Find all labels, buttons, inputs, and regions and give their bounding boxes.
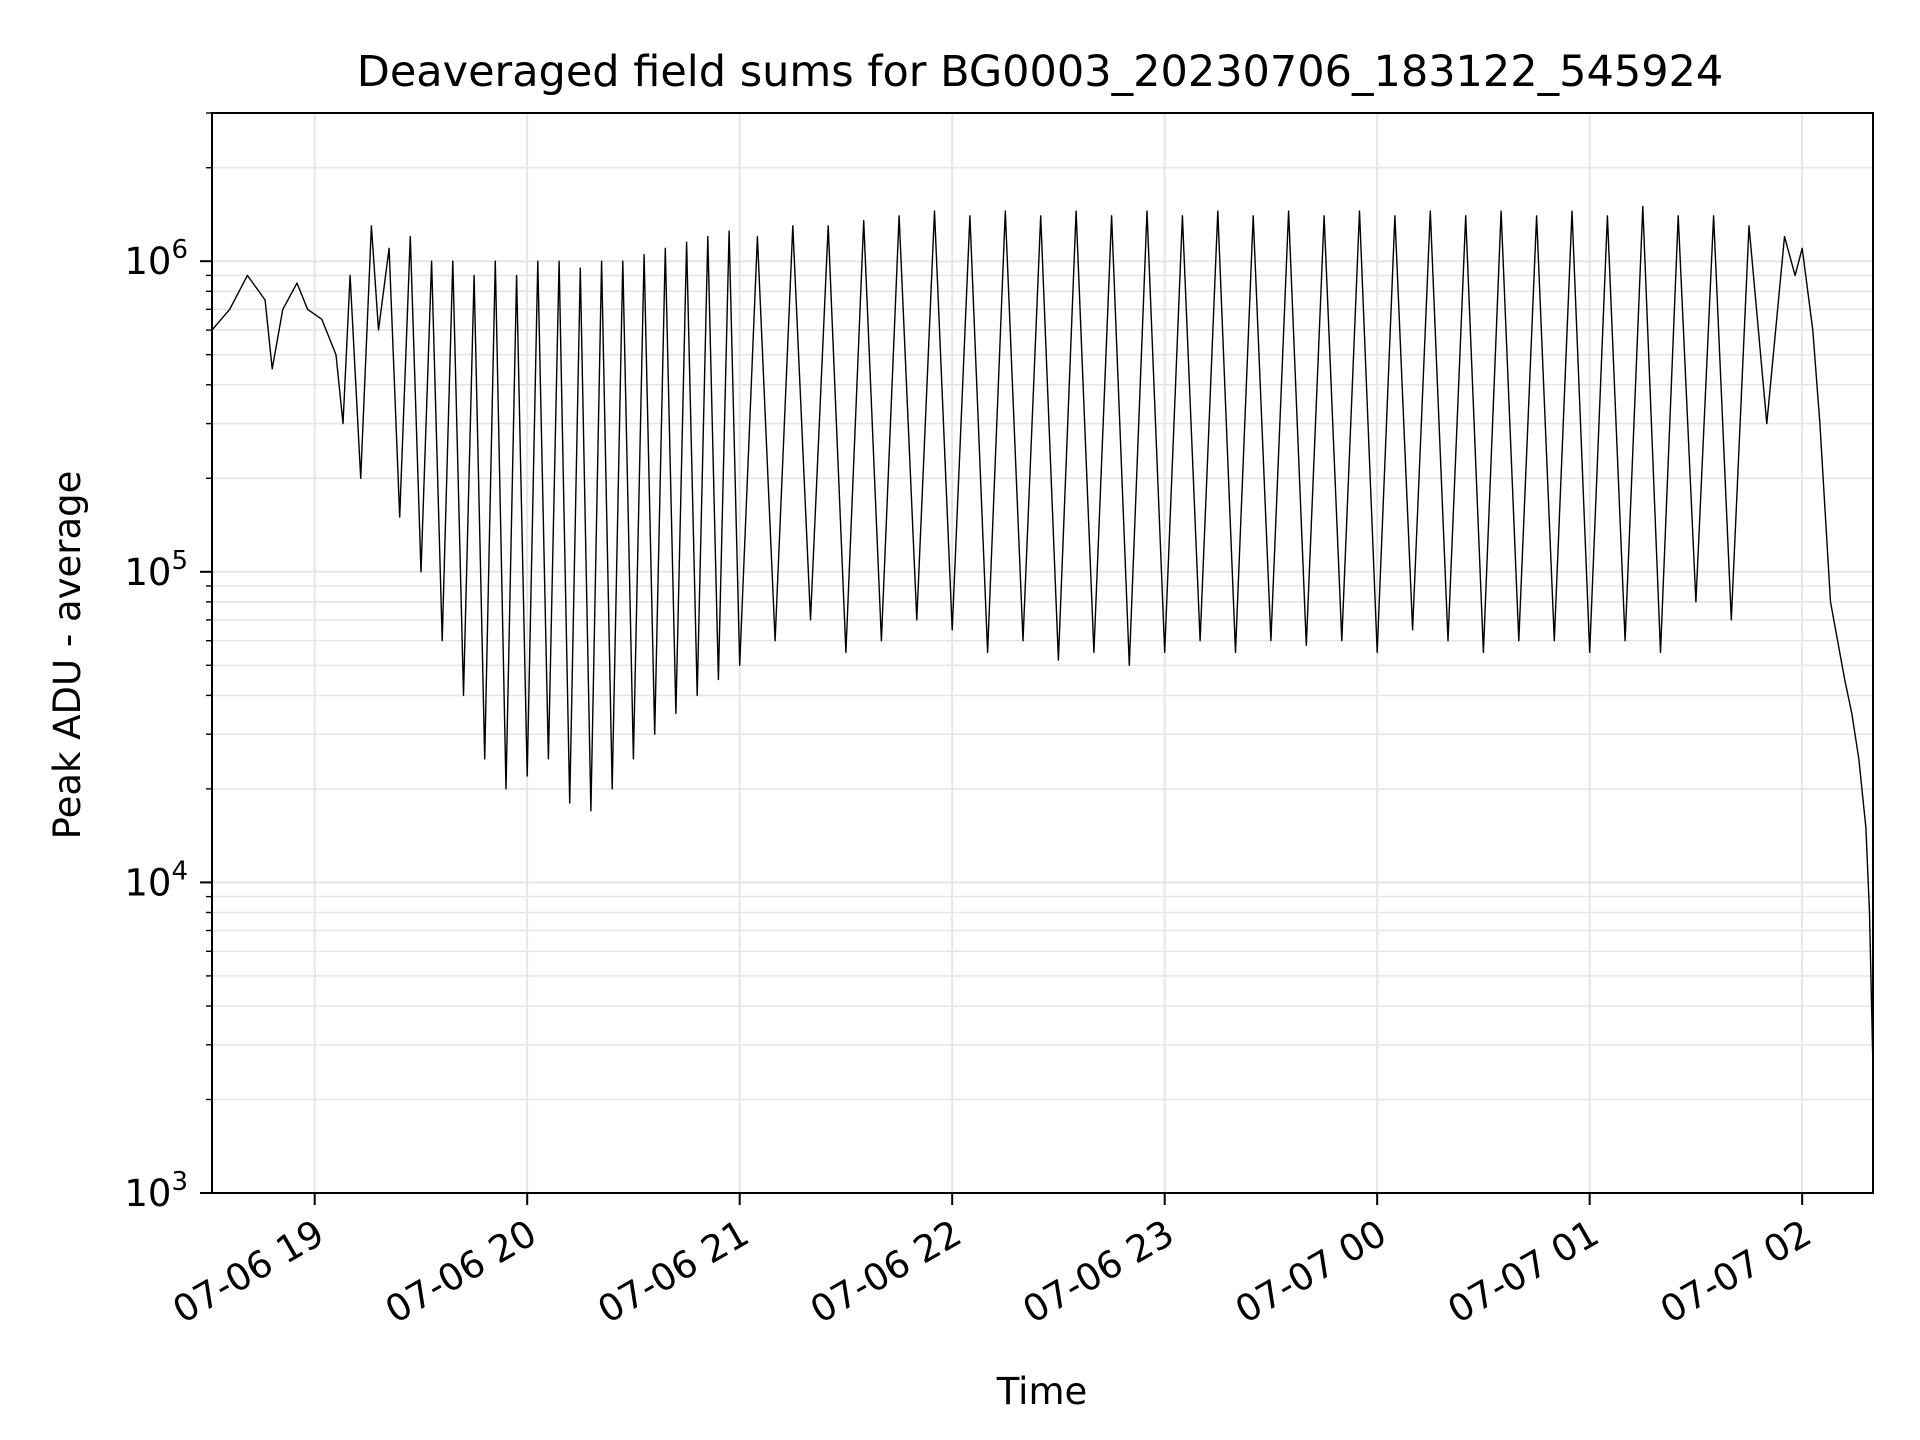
plot-frame — [211, 112, 1874, 1194]
y-tick-exponent: 4 — [171, 856, 188, 886]
y-tick-label: 104 — [124, 856, 188, 904]
y-tick-base: 10 — [124, 240, 171, 283]
y-tick-label: 105 — [124, 546, 188, 594]
x-axis-label: Time — [996, 1370, 1088, 1413]
y-tick-base: 10 — [124, 1172, 171, 1215]
y-tick-base: 10 — [124, 861, 171, 904]
y-tick-exponent: 3 — [171, 1167, 188, 1197]
series-line — [211, 205, 1874, 1070]
y-tick-exponent: 6 — [171, 235, 188, 265]
plot-area — [211, 205, 1874, 1070]
y-axis-label: Peak ADU - average — [46, 471, 89, 840]
y-tick-exponent: 5 — [171, 546, 188, 576]
y-tick-base: 10 — [124, 551, 171, 594]
chart-title: Deaveraged field sums for BG0003_2023070… — [357, 47, 1724, 97]
y-tick-label: 106 — [124, 235, 188, 283]
y-tick-label: 103 — [124, 1167, 188, 1215]
